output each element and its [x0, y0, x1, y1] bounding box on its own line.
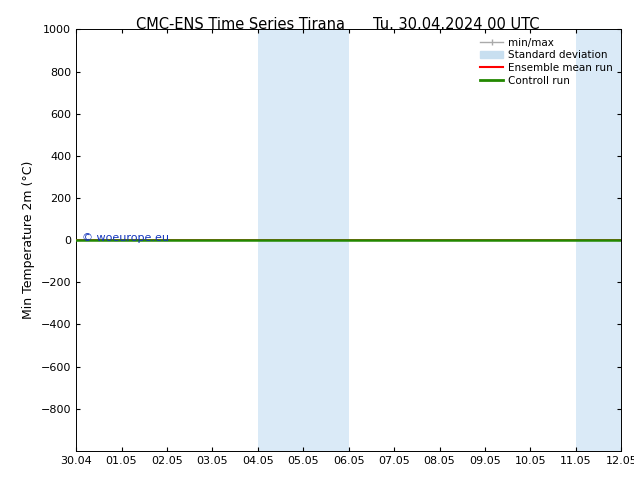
- Text: Tu. 30.04.2024 00 UTC: Tu. 30.04.2024 00 UTC: [373, 17, 540, 32]
- Legend: min/max, Standard deviation, Ensemble mean run, Controll run: min/max, Standard deviation, Ensemble me…: [477, 35, 616, 89]
- Y-axis label: Min Temperature 2m (°C): Min Temperature 2m (°C): [22, 161, 35, 319]
- Text: CMC-ENS Time Series Tirana: CMC-ENS Time Series Tirana: [136, 17, 346, 32]
- Bar: [576, 29, 621, 451]
- Bar: [258, 29, 349, 451]
- Text: © woeurope.eu: © woeurope.eu: [82, 233, 169, 243]
